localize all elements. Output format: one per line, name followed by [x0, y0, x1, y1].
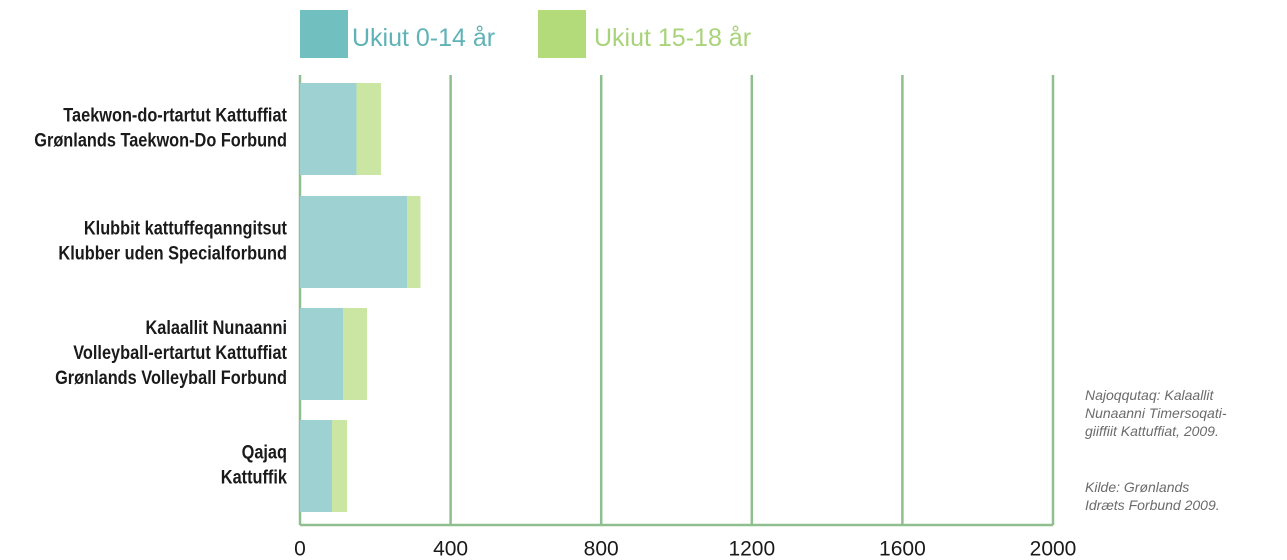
x-tick-label-400: 400	[433, 538, 468, 560]
category-label-1-line-0: Klubbit kattuffeqanngitsut	[84, 217, 287, 238]
x-tick-labels: 0 400 800 1200 1600 2000	[294, 538, 1076, 560]
source-note-kalaallisut: Najoqqutaq: Kalaallit Nunaanni Timersoqa…	[1085, 387, 1227, 439]
category-label-2-line-1: Volleyball-ertartut Kattuffiat	[73, 342, 287, 363]
bar-0-series-1	[356, 83, 381, 175]
category-label-0-line-1: Grønlands Taekwon-Do Forbund	[34, 129, 287, 150]
bar-2-series-0	[300, 308, 344, 400]
category-labels: Taekwon-do-rtartut Kattuffiat Grønlands T…	[34, 104, 287, 487]
x-tick-label-800: 800	[584, 538, 619, 560]
legend-label-1: Ukiut 15-18 år	[594, 24, 751, 52]
x-tick-label-0: 0	[294, 538, 306, 560]
category-label-0-line-0: Taekwon-do-rtartut Kattuffiat	[63, 104, 287, 125]
bar-2-series-1	[343, 308, 368, 400]
legend-label-0: Ukiut 0-14 år	[352, 24, 495, 52]
x-tick-label-2000: 2000	[1030, 538, 1077, 560]
source-note-danish: Kilde: Grønlands Idræts Forbund 2009.	[1085, 479, 1220, 513]
category-label-3-line-1: Kattuffik	[221, 466, 287, 487]
category-label-1-line-1: Klubber uden Specialforbund	[58, 242, 287, 263]
category-label-3-line-0: Qajaq	[242, 441, 287, 462]
category-label-2-line-0: Kalaallit Nunaanni	[145, 317, 287, 338]
bar-0-series-0	[300, 83, 357, 175]
bar-3-series-0	[300, 420, 333, 512]
bar-3-series-1	[332, 420, 348, 512]
category-label-2-line-2: Grønlands Volleyball Forbund	[55, 367, 287, 388]
legend-swatch-0	[300, 10, 348, 58]
bar-1-series-0	[300, 196, 408, 288]
x-tick-label-1200: 1200	[728, 538, 775, 560]
chart-legend: Ukiut 0-14 år Ukiut 15-18 år	[300, 10, 751, 58]
bar-1-series-1	[407, 196, 421, 288]
x-tick-label-1600: 1600	[879, 538, 926, 560]
bars	[300, 83, 421, 512]
x-gridlines	[298, 75, 1055, 527]
legend-swatch-1	[538, 10, 586, 58]
